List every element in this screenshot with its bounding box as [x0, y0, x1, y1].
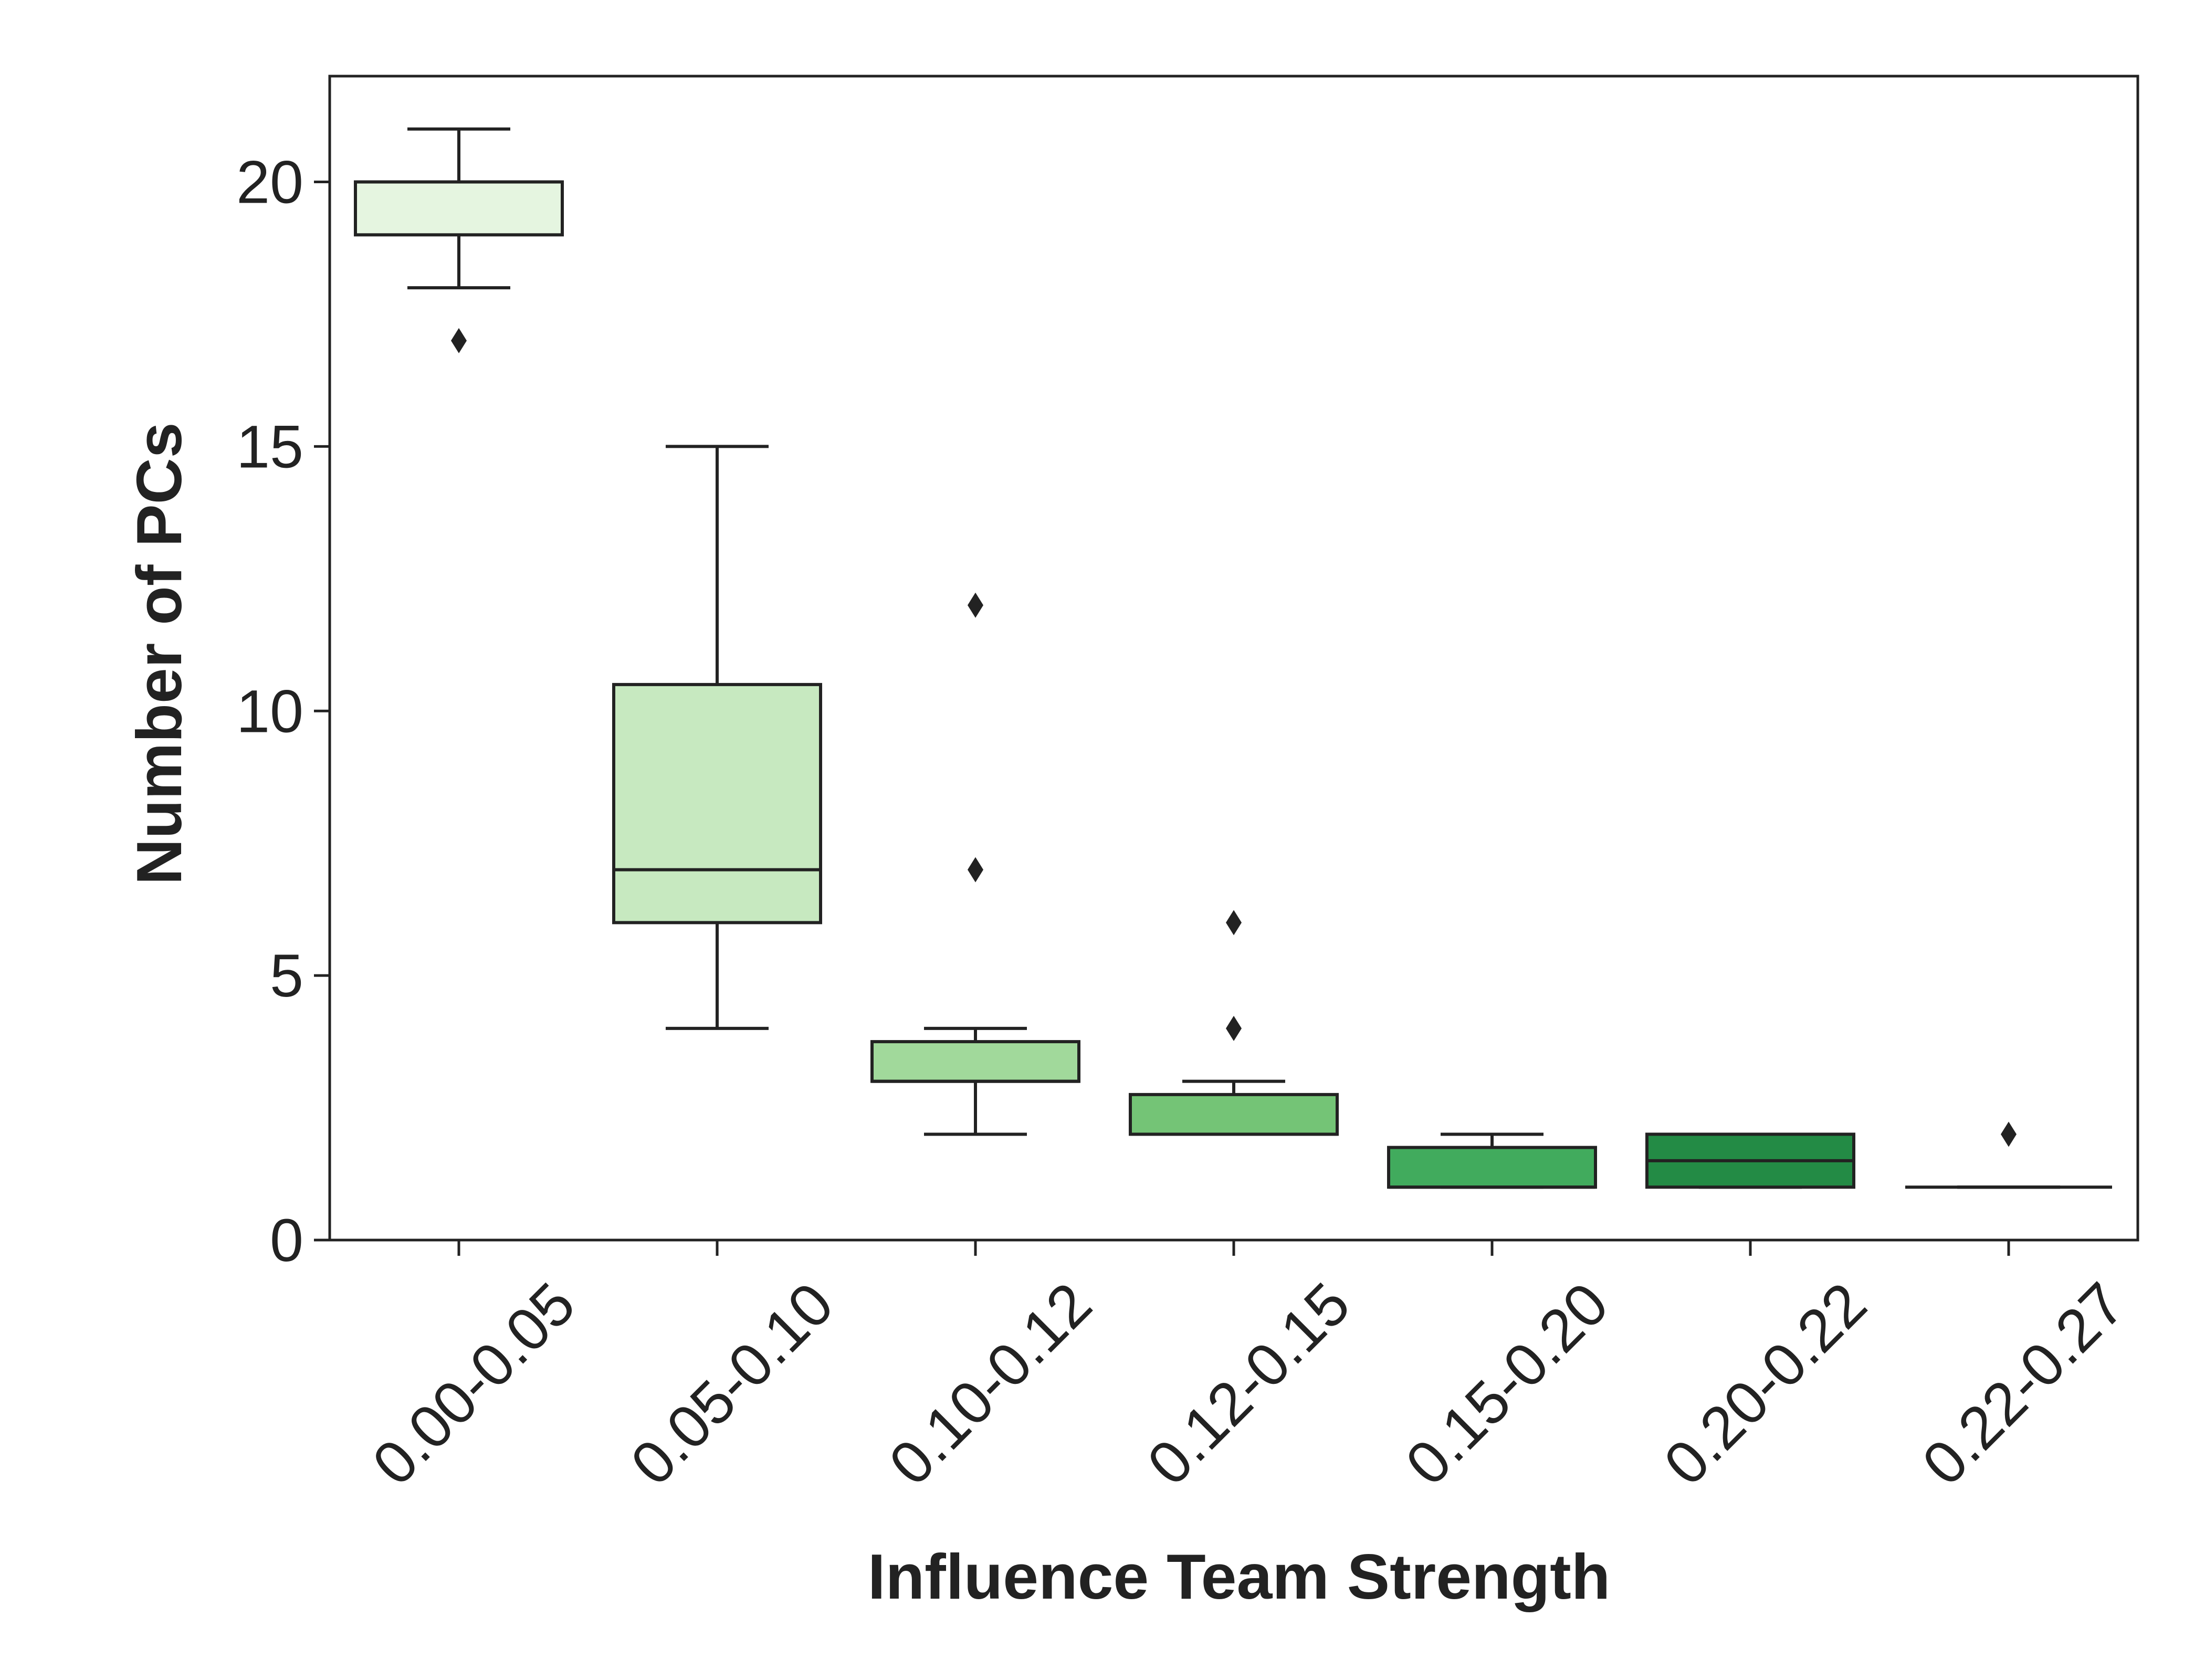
x-tick-label: 0.00-0.05 [360, 1270, 588, 1498]
x-axis-title: Influence Team Strength [868, 1541, 1611, 1612]
box-0.00-0.05 [354, 127, 564, 353]
box-body [870, 1040, 1080, 1083]
box-body [612, 682, 822, 925]
x-tick-label: 0.20-0.22 [1652, 1270, 1880, 1498]
y-tick-label: 10 [236, 678, 303, 745]
box-body [1387, 1146, 1597, 1189]
plot-area-frame [328, 75, 2139, 1242]
y-axis-ticks: 0 5 10 15 20 [236, 149, 330, 1274]
box-0.15-0.20 [1387, 1132, 1597, 1189]
x-axis-ticks: 0.00-0.05 0.05-0.10 0.10-0.12 0.12-0.15 0.15… [360, 1240, 2138, 1498]
plot-frame [328, 75, 2139, 1242]
outlier-point [1226, 910, 1242, 936]
box-body [1129, 1093, 1339, 1136]
box-0.22-0.27 [1905, 1121, 2112, 1189]
outlier-point [968, 592, 983, 618]
box-0.10-0.12 [870, 592, 1080, 1136]
outlier-point [451, 328, 467, 353]
x-tick-label: 0.10-0.12 [877, 1270, 1105, 1498]
x-tick-label: 0.22-0.27 [1910, 1270, 2138, 1498]
y-axis-title: Number of PCs [123, 422, 195, 885]
y-tick-label: 5 [270, 942, 303, 1010]
y-tick-label: 20 [236, 149, 303, 216]
y-tick-label: 15 [236, 413, 303, 480]
outlier-point [1226, 1015, 1242, 1041]
y-tick-label: 0 [270, 1207, 303, 1274]
x-tick-label: 0.15-0.20 [1393, 1270, 1621, 1498]
box-0.05-0.10 [612, 445, 822, 1030]
box-body [354, 180, 564, 237]
x-tick-label: 0.05-0.10 [618, 1270, 846, 1498]
x-tick-label: 0.12-0.15 [1135, 1270, 1363, 1498]
outlier-point [968, 857, 983, 883]
boxes [354, 127, 2112, 1189]
box-0.20-0.22 [1645, 1132, 1855, 1189]
outlier-point [2001, 1121, 2017, 1147]
box-0.12-0.15 [1129, 910, 1339, 1136]
